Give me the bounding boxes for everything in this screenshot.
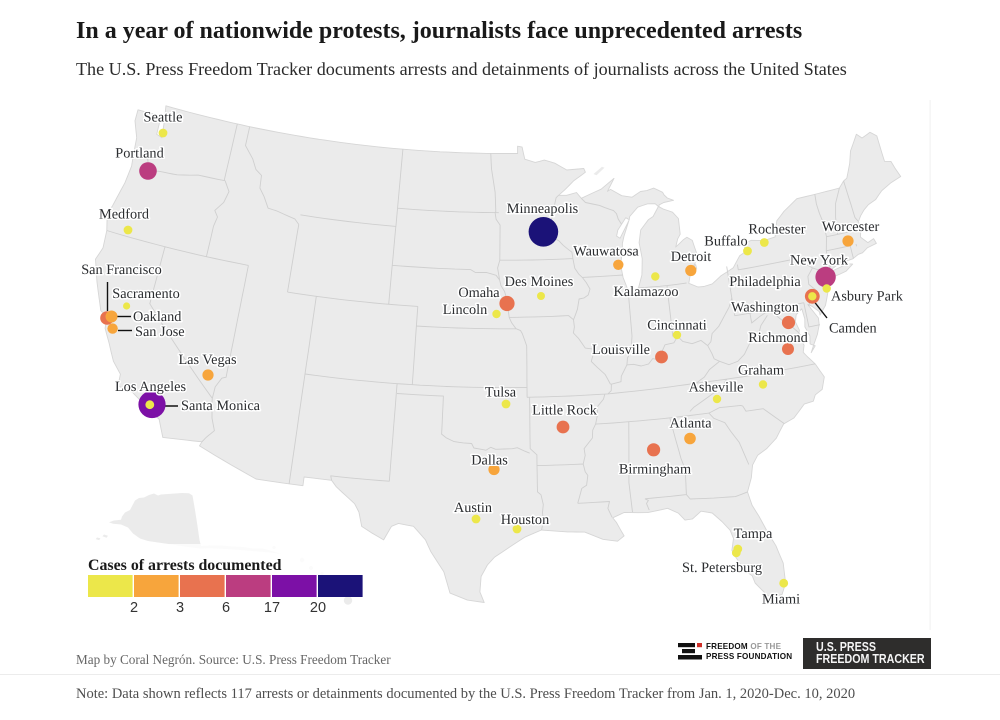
svg-text:Portland: Portland bbox=[115, 146, 163, 162]
svg-text:Asheville: Asheville bbox=[689, 380, 744, 396]
svg-text:New York: New York bbox=[790, 253, 849, 269]
svg-text:Cases of arrests documented: Cases of arrests documented bbox=[88, 557, 282, 574]
svg-text:Medford: Medford bbox=[99, 207, 149, 223]
svg-text:Wauwatosa: Wauwatosa bbox=[573, 244, 639, 260]
svg-text:Minneapolis: Minneapolis bbox=[507, 201, 579, 217]
svg-text:Des Moines: Des Moines bbox=[505, 274, 574, 290]
svg-text:San Jose: San Jose bbox=[135, 324, 185, 340]
svg-text:17: 17 bbox=[264, 600, 280, 616]
svg-text:Houston: Houston bbox=[501, 512, 549, 528]
svg-text:Oakland: Oakland bbox=[133, 309, 181, 325]
svg-text:Washington: Washington bbox=[731, 300, 799, 316]
svg-text:Camden: Camden bbox=[829, 321, 877, 337]
svg-text:Buffalo: Buffalo bbox=[704, 234, 747, 250]
svg-text:20: 20 bbox=[310, 600, 326, 616]
svg-text:St. Petersburg: St. Petersburg bbox=[682, 560, 762, 576]
svg-text:Detroit: Detroit bbox=[671, 249, 712, 265]
svg-text:Rochester: Rochester bbox=[748, 222, 805, 238]
svg-text:6: 6 bbox=[222, 600, 230, 616]
svg-text:Tulsa: Tulsa bbox=[485, 385, 517, 401]
svg-text:3: 3 bbox=[176, 600, 184, 616]
svg-text:Santa Monica: Santa Monica bbox=[181, 398, 261, 414]
svg-text:Louisville: Louisville bbox=[592, 342, 650, 358]
svg-text:Asbury Park: Asbury Park bbox=[831, 289, 904, 305]
svg-text:Kalamazoo: Kalamazoo bbox=[613, 284, 678, 300]
svg-text:Graham: Graham bbox=[738, 363, 784, 379]
svg-text:Atlanta: Atlanta bbox=[669, 416, 712, 432]
svg-text:Seattle: Seattle bbox=[144, 110, 183, 126]
svg-text:Tampa: Tampa bbox=[734, 526, 773, 542]
svg-text:Los Angeles: Los Angeles bbox=[115, 379, 187, 395]
svg-text:Worcester: Worcester bbox=[822, 219, 880, 235]
svg-text:Las Vegas: Las Vegas bbox=[178, 352, 237, 368]
svg-text:Birmingham: Birmingham bbox=[619, 462, 691, 478]
svg-text:Richmond: Richmond bbox=[748, 330, 808, 346]
svg-text:Cincinnati: Cincinnati bbox=[647, 318, 707, 334]
svg-text:Austin: Austin bbox=[454, 500, 492, 516]
svg-text:2: 2 bbox=[130, 600, 138, 616]
svg-text:San Francisco: San Francisco bbox=[81, 262, 162, 278]
svg-text:Little Rock: Little Rock bbox=[532, 403, 598, 419]
svg-text:Lincoln: Lincoln bbox=[443, 302, 487, 318]
svg-text:Miami: Miami bbox=[762, 592, 800, 608]
svg-text:Philadelphia: Philadelphia bbox=[729, 274, 801, 290]
svg-text:Dallas: Dallas bbox=[471, 453, 508, 469]
svg-text:Omaha: Omaha bbox=[458, 285, 500, 301]
svg-text:Sacramento: Sacramento bbox=[112, 286, 179, 302]
